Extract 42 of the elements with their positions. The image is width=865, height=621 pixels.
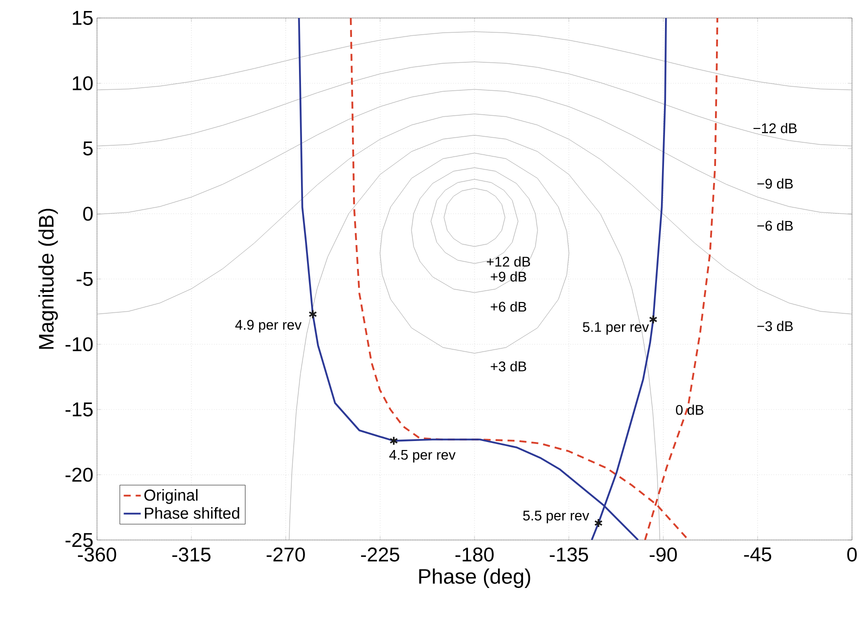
y-tick-label: 10 <box>72 76 93 90</box>
annotation: 0 dB <box>676 404 704 415</box>
x-tick-label: -360 <box>78 548 116 562</box>
y-tick-label: 15 <box>72 11 93 25</box>
y-tick-label: 5 <box>83 142 93 156</box>
legend-label: Phase shifted <box>144 507 240 519</box>
line-series <box>97 62 852 146</box>
x-tick-label: -135 <box>550 548 588 562</box>
annotation: 5.5 per rev <box>523 510 590 524</box>
annotation: +9 dB <box>490 271 526 282</box>
y-tick-label: -20 <box>66 468 93 482</box>
y-tick-label: -25 <box>66 532 93 548</box>
legend-label: Original <box>144 489 198 504</box>
x-axis-title: Phase (deg) <box>419 568 530 588</box>
point <box>308 309 318 320</box>
x-tick-label: -270 <box>266 548 305 562</box>
point <box>648 314 658 324</box>
line-series <box>97 31 852 90</box>
y-tick-label: -15 <box>66 402 93 416</box>
annotation: 4.5 per rev <box>389 450 456 463</box>
annotation: +12 dB <box>486 256 530 267</box>
line-series <box>97 89 852 215</box>
annotation: +3 dB <box>490 361 526 372</box>
annotation: −3 dB <box>757 320 793 332</box>
x-tick-label: -90 <box>650 548 677 562</box>
point <box>594 518 603 528</box>
annotation: −9 dB <box>757 178 793 189</box>
y-tick-label: 0 <box>83 206 93 221</box>
y-tick-label: -5 <box>76 272 93 286</box>
point <box>390 436 398 446</box>
annotation: 4.9 per rev <box>235 320 302 333</box>
y-axis-title: Magnitude (dB) <box>38 208 58 349</box>
y-tick-label: -10 <box>66 337 93 352</box>
annotation: +6 dB <box>490 301 526 312</box>
x-tick-label: -45 <box>744 548 772 562</box>
annotation: 5.1 per rev <box>582 322 649 335</box>
x-tick-label: 0 <box>847 548 857 562</box>
x-tick-label: -225 <box>361 548 400 562</box>
annotation: −12 dB <box>753 122 797 134</box>
x-tick-label: -180 <box>455 548 494 562</box>
annotation: −6 dB <box>757 220 793 231</box>
x-tick-label: -315 <box>172 548 210 562</box>
